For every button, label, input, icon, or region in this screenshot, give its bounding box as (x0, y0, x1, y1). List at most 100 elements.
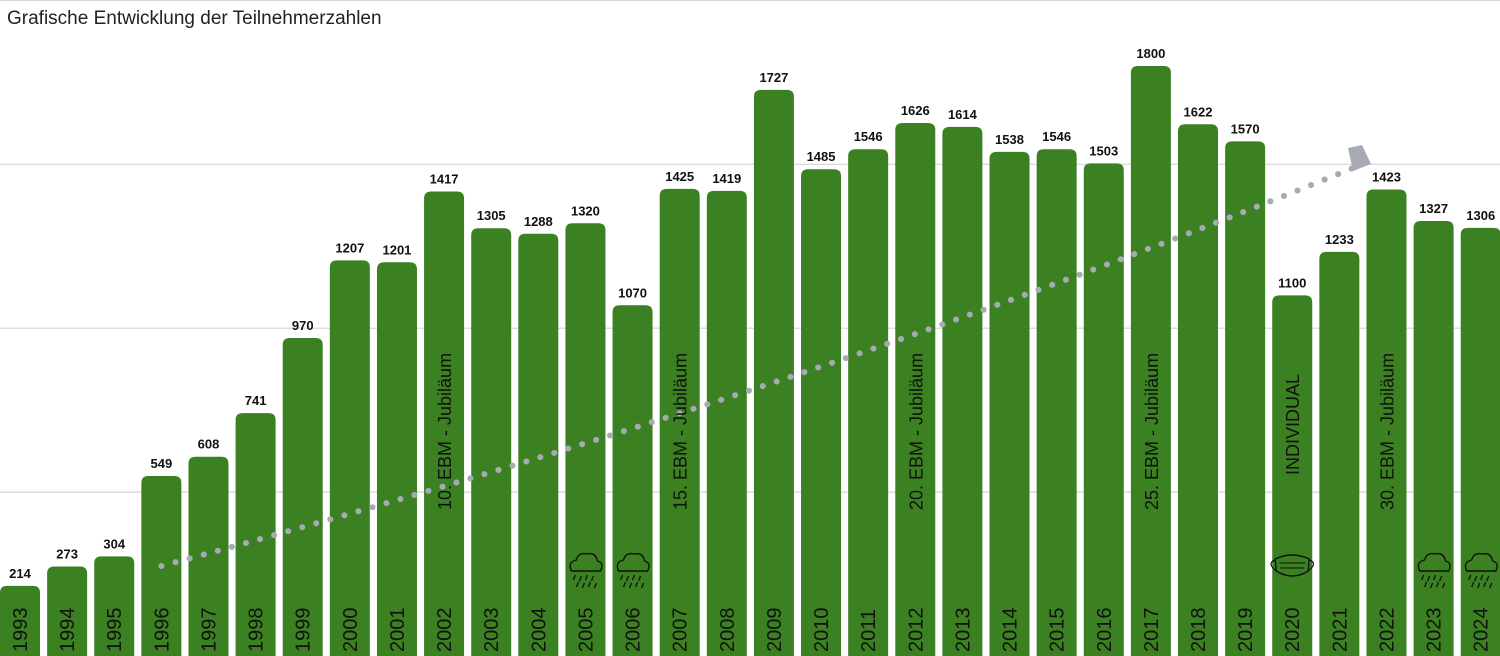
annotations: 10. EBM - Jubiläum 15. EBM - Jubiläum 20. … (435, 353, 1397, 510)
value-label-2001: 1201 (382, 242, 411, 257)
bar-2023 (1413, 221, 1454, 656)
year-label-2009: 2009 (764, 608, 786, 653)
year-label-1995: 1995 (104, 608, 126, 653)
bar-1997 (188, 456, 229, 656)
bar-2004 (518, 233, 559, 656)
annotation-2017: 25. EBM - Jubiläum (1142, 353, 1162, 510)
rain-cloud-icon (1464, 552, 1498, 589)
value-label-1994: 273 (56, 547, 78, 562)
bars (0, 65, 1500, 656)
year-label-2002: 2002 (434, 608, 456, 653)
year-label-2000: 2000 (340, 608, 362, 653)
bar-2009 (753, 89, 794, 656)
bar-1993 (0, 585, 40, 656)
bar-2022 (1366, 189, 1407, 656)
value-label-2024: 1306 (1466, 208, 1495, 223)
year-label-1997: 1997 (198, 608, 220, 653)
bar-2005 (565, 223, 606, 656)
value-label-2009: 1727 (759, 70, 788, 85)
bar-2013 (942, 126, 983, 656)
bar-2024 (1460, 227, 1500, 656)
year-label-1999: 1999 (293, 608, 315, 653)
value-label-2019: 1570 (1231, 121, 1260, 136)
value-label-2013: 1614 (948, 107, 978, 122)
year-label-2022: 2022 (1376, 608, 1398, 653)
bar-2019 (1225, 141, 1266, 656)
year-label-2020: 2020 (1282, 608, 1304, 653)
bar-2001 (376, 262, 417, 656)
year-label-2021: 2021 (1329, 608, 1351, 653)
bar-2018 (1178, 124, 1218, 656)
year-label-2005: 2005 (575, 608, 597, 653)
value-label-1995: 304 (103, 536, 125, 551)
value-label-2014: 1538 (995, 132, 1024, 147)
annotation-2022: 30. EBM - Jubiläum (1377, 353, 1397, 510)
value-labels: 214 273 304 549 608 741 970 1207 1201 1417 1305 128… (9, 46, 1495, 581)
annotation-2002: 10. EBM - Jubiläum (435, 353, 455, 510)
bar-2015 (1036, 149, 1077, 656)
bar-1995 (94, 556, 135, 656)
value-label-1993: 214 (9, 566, 31, 581)
year-label-2015: 2015 (1047, 608, 1069, 653)
bar-2007 (659, 188, 700, 656)
year-label-2012: 2012 (905, 608, 927, 653)
year-label-2019: 2019 (1235, 608, 1257, 653)
bar-1994 (47, 566, 88, 656)
year-label-1994: 1994 (57, 608, 79, 653)
value-label-2002: 1417 (430, 172, 459, 187)
trend-line (158, 157, 1376, 569)
value-label-2012: 1626 (901, 103, 930, 118)
value-label-2017: 1800 (1136, 46, 1165, 61)
value-label-1999: 970 (292, 318, 314, 333)
bar-2000 (329, 260, 370, 656)
bar-2014 (989, 151, 1030, 656)
year-label-2003: 2003 (481, 608, 503, 653)
year-label-2004: 2004 (528, 608, 550, 653)
value-label-2000: 1207 (335, 240, 364, 255)
year-label-2023: 2023 (1424, 608, 1446, 653)
value-label-2015: 1546 (1042, 129, 1071, 144)
value-label-2023: 1327 (1419, 201, 1448, 216)
year-label-2008: 2008 (717, 608, 739, 653)
bar-2020 (1272, 295, 1313, 656)
year-label-1993: 1993 (10, 608, 32, 653)
bar-2010 (801, 169, 842, 656)
value-label-2003: 1305 (477, 208, 506, 223)
year-label-2016: 2016 (1094, 608, 1116, 653)
year-label-1996: 1996 (151, 608, 173, 653)
year-label-2007: 2007 (670, 608, 692, 653)
year-label-2011: 2011 (858, 609, 880, 652)
rain-cloud-icon (569, 552, 603, 589)
value-label-2021: 1233 (1325, 232, 1354, 247)
year-label-2018: 2018 (1188, 608, 1210, 653)
year-label-2013: 2013 (952, 608, 974, 653)
rain-cloud-icon (616, 552, 650, 589)
year-label-2017: 2017 (1141, 608, 1163, 653)
icons (569, 552, 1498, 589)
value-label-2007: 1425 (665, 169, 694, 184)
bar-2006 (612, 305, 653, 656)
face-mask-icon (1270, 554, 1315, 577)
value-label-2005: 1320 (571, 203, 600, 218)
year-label-2006: 2006 (623, 608, 645, 653)
value-label-2008: 1419 (712, 171, 741, 186)
year-labels: 1993 1994 1995 1996 1997 1998 1999 2000 2001 2002… (10, 608, 1493, 653)
value-label-1998: 741 (245, 393, 267, 408)
top-rule (0, 0, 1500, 1)
trend-arrowhead (1348, 145, 1371, 171)
year-label-2014: 2014 (1000, 608, 1022, 653)
bar-1999 (282, 338, 323, 656)
value-label-1996: 549 (151, 456, 173, 471)
bar-2016 (1083, 163, 1124, 656)
bar-2011 (848, 149, 889, 656)
chart-title: Grafische Entwicklung der Teilnehmerzahl… (7, 8, 382, 29)
value-label-1997: 608 (198, 437, 220, 452)
bar-2003 (471, 228, 512, 656)
bar-2008 (706, 190, 747, 656)
value-label-2020: 1100 (1278, 275, 1306, 290)
year-label-2010: 2010 (811, 608, 833, 653)
annotation-2007: 15. EBM - Jubiläum (671, 353, 691, 510)
trend-arrow (158, 145, 1376, 569)
bar-2002 (424, 191, 465, 656)
